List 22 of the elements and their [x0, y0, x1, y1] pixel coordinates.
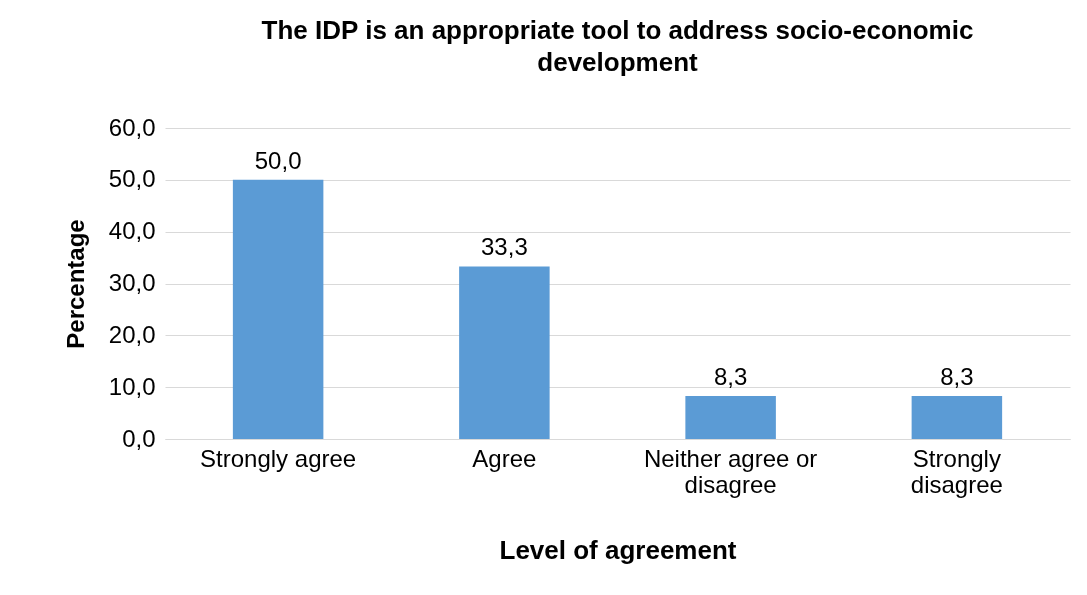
bar	[685, 395, 776, 439]
y-tick-label: 20,0	[108, 320, 156, 348]
x-tick-label: Agree	[472, 444, 537, 472]
x-tick-label: Neither agree or disagree	[643, 444, 818, 498]
data-label: 8,3	[940, 362, 974, 390]
x-axis-title: Level of agreement	[499, 534, 737, 565]
data-label: 33,3	[481, 233, 528, 261]
bar	[911, 395, 1003, 439]
x-tick-label: Strongly disagree	[910, 444, 1003, 498]
y-tick-label: 60,0	[108, 113, 156, 141]
y-tick-label: 40,0	[108, 217, 156, 245]
x-tick-label: Strongly agree	[200, 444, 357, 472]
y-axis-title: Percentage	[61, 219, 89, 349]
y-tick-label: 10,0	[108, 372, 156, 400]
chart-title: The IDP is an appropriate tool to address socio-economic development	[261, 15, 974, 77]
y-tick-label: 30,0	[108, 269, 156, 296]
data-label: 8,3	[713, 362, 748, 390]
y-tick-label: 50,0	[108, 165, 156, 193]
y-tick-label: 0,0	[122, 424, 156, 452]
data-label: 50,0	[254, 146, 302, 174]
bar	[459, 266, 550, 439]
bar	[232, 179, 324, 439]
